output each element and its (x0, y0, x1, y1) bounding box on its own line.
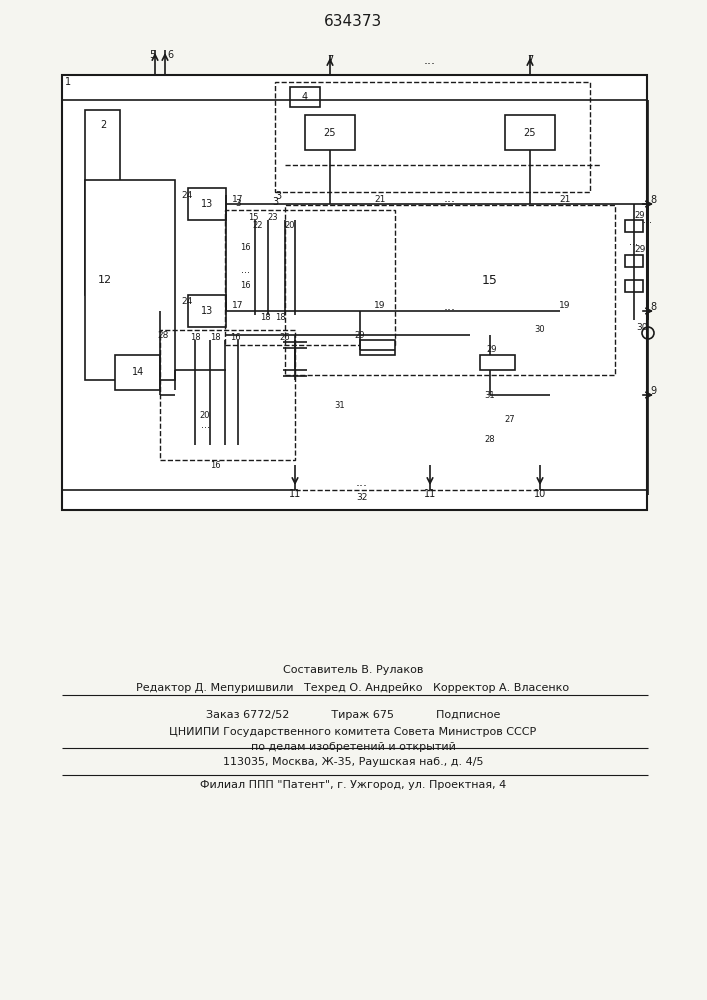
Text: 2: 2 (100, 120, 106, 130)
Text: 30: 30 (636, 324, 648, 332)
Text: 24: 24 (182, 190, 192, 200)
Text: 113035, Москва, Ж-35, Раушская наб., д. 4/5: 113035, Москва, Ж-35, Раушская наб., д. … (223, 757, 484, 767)
Text: 28: 28 (485, 436, 496, 444)
Text: 25: 25 (324, 128, 337, 138)
Text: ...: ... (240, 265, 250, 275)
Text: 31: 31 (485, 390, 496, 399)
Text: ...: ... (629, 237, 638, 247)
Bar (188, 295, 226, 327)
Text: 11: 11 (424, 489, 436, 499)
Text: 16: 16 (210, 460, 221, 470)
Text: 11: 11 (289, 489, 301, 499)
Bar (625, 255, 643, 267)
Text: 29: 29 (355, 330, 366, 340)
Text: 29: 29 (634, 245, 645, 254)
Text: 18: 18 (259, 314, 270, 322)
Text: 21: 21 (374, 194, 386, 204)
Bar (625, 220, 643, 232)
Bar (480, 355, 515, 370)
Text: 18: 18 (275, 314, 286, 322)
Text: 32: 32 (356, 493, 368, 502)
Text: 29: 29 (486, 346, 497, 355)
Text: 19: 19 (374, 302, 386, 310)
Bar (285, 205, 615, 375)
Text: 4: 4 (302, 92, 308, 102)
Text: 19: 19 (559, 302, 571, 310)
Text: 31: 31 (334, 400, 345, 410)
Bar (275, 82, 590, 192)
Bar (62, 75, 647, 510)
Text: 15: 15 (482, 273, 498, 286)
Text: 5: 5 (149, 50, 155, 60)
Text: 8: 8 (650, 195, 656, 205)
Text: 16: 16 (240, 280, 250, 290)
Text: ...: ... (424, 53, 436, 66)
Bar (505, 115, 555, 150)
Bar (188, 188, 226, 220)
Text: 16: 16 (240, 243, 250, 252)
Text: 3: 3 (272, 197, 278, 207)
Text: 12: 12 (98, 275, 112, 285)
Text: 634373: 634373 (324, 14, 382, 29)
Text: ...: ... (201, 420, 209, 430)
Text: ...: ... (643, 215, 653, 225)
Text: ...: ... (444, 300, 456, 312)
Text: 30: 30 (534, 326, 545, 334)
Text: 7: 7 (327, 55, 333, 65)
Text: 16: 16 (230, 332, 240, 342)
Text: 6: 6 (167, 50, 173, 60)
Text: 26: 26 (280, 334, 291, 342)
Bar (290, 87, 320, 107)
Text: 15: 15 (247, 214, 258, 223)
Text: 27: 27 (505, 416, 515, 424)
Text: 21: 21 (559, 194, 571, 204)
Text: 18: 18 (189, 332, 200, 342)
Text: 14: 14 (132, 367, 144, 377)
Bar (625, 280, 643, 292)
Text: ...: ... (444, 192, 456, 206)
Text: 28: 28 (158, 332, 169, 340)
Text: 10: 10 (534, 489, 546, 499)
Text: 20: 20 (285, 221, 296, 230)
Text: 29: 29 (635, 211, 645, 220)
Bar (115, 355, 160, 390)
Text: 13: 13 (201, 306, 213, 316)
Bar (360, 340, 395, 355)
Text: 3: 3 (275, 191, 281, 201)
Text: 20: 20 (200, 410, 210, 420)
Text: 18: 18 (210, 332, 221, 342)
Text: Редактор Д. Мепуришвили   Техред О. Андрейко   Корректор А. Власенко: Редактор Д. Мепуришвили Техред О. Андрей… (136, 683, 570, 693)
Text: Заказ 6772/52            Тираж 675            Подписное: Заказ 6772/52 Тираж 675 Подписное (206, 710, 500, 720)
Text: 25: 25 (524, 128, 536, 138)
Text: по делам изобретений и открытий: по делам изобретений и открытий (250, 742, 455, 752)
Text: 9: 9 (650, 386, 656, 396)
Text: 7: 7 (527, 55, 533, 65)
Text: 23: 23 (268, 214, 279, 223)
Text: ...: ... (356, 476, 368, 488)
Bar (305, 115, 355, 150)
Text: 22: 22 (252, 221, 263, 230)
Text: Составитель В. Рулаков: Составитель В. Рулаков (283, 665, 423, 675)
Text: 8: 8 (650, 302, 656, 312)
Text: Филиал ППП "Патент", г. Ужгород, ул. Проектная, 4: Филиал ППП "Патент", г. Ужгород, ул. Про… (200, 780, 506, 790)
Bar (225, 210, 395, 345)
Text: 1: 1 (65, 77, 71, 87)
Bar (160, 330, 295, 460)
Bar (85, 110, 120, 295)
Text: 13: 13 (201, 199, 213, 209)
Text: 17: 17 (233, 194, 244, 204)
Text: 24: 24 (182, 298, 192, 306)
Text: 3: 3 (235, 200, 241, 209)
Text: ЦНИИПИ Государственного комитета Совета Министров СССР: ЦНИИПИ Государственного комитета Совета … (170, 727, 537, 737)
Bar (85, 180, 175, 380)
Text: 17: 17 (233, 302, 244, 310)
